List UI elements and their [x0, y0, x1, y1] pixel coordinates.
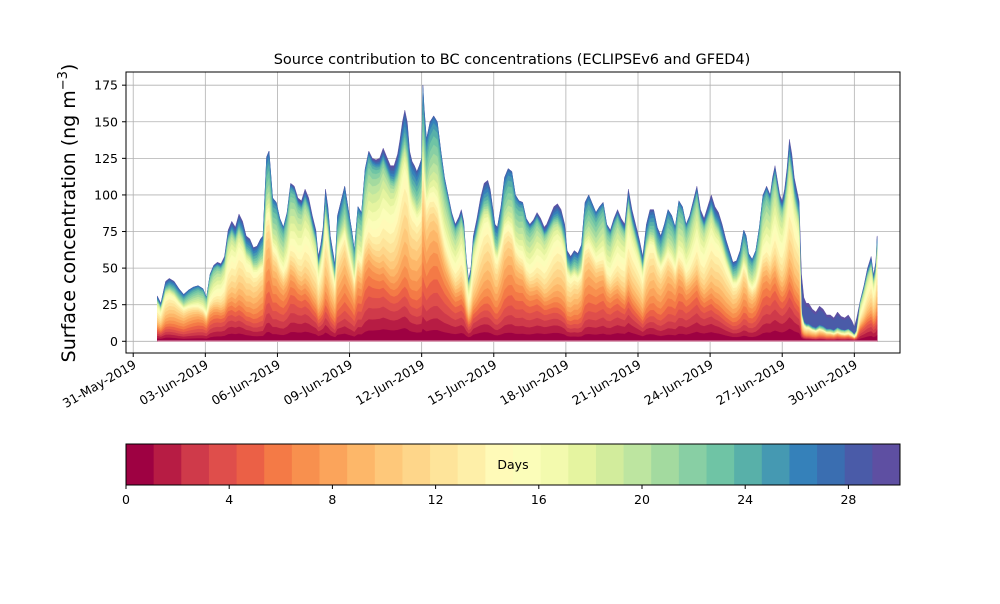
colorbar-swatch [872, 444, 901, 485]
colorbar-swatch [651, 444, 680, 485]
colorbar-swatch [402, 444, 431, 485]
colorbar-tick-label: 8 [328, 492, 336, 507]
colorbar-swatch [374, 444, 403, 485]
colorbar-tick-label: 16 [531, 492, 547, 507]
colorbar-swatch [457, 444, 486, 485]
x-tick-label: 06-Jun-2019 [209, 357, 283, 408]
colorbar-tick-label: 12 [428, 492, 444, 507]
colorbar-swatch [706, 444, 735, 485]
y-tick-label: 125 [94, 151, 118, 166]
colorbar-swatch [208, 444, 238, 485]
colorbar-swatch [319, 444, 348, 485]
colorbar-label: Days [497, 457, 528, 472]
x-tick-label: 12-Jun-2019 [353, 357, 427, 408]
colorbar-swatch [817, 444, 846, 485]
colorbar-frame [125, 443, 901, 486]
y-tick-label: 175 [94, 78, 118, 93]
colorbar-swatch [485, 444, 514, 485]
colorbar-swatch [540, 444, 569, 485]
x-tick-label: 03-Jun-2019 [137, 357, 211, 408]
plot-frame [125, 71, 901, 354]
colorbar-tick-label: 0 [122, 492, 130, 507]
y-tick-label: 75 [102, 224, 118, 239]
colorbar-swatch [291, 444, 320, 485]
x-tick-label: 18-Jun-2019 [497, 357, 571, 408]
colorbar: Days 0 4 8 12 16 20 24 28 [122, 443, 901, 507]
y-tick-label: 100 [94, 187, 118, 202]
y-axis-label: Surface concentration (ng m−3) [56, 64, 80, 363]
colorbar-tick-label: 4 [225, 492, 233, 507]
x-tick-label: 09-Jun-2019 [281, 357, 355, 408]
colorbar-swatch [264, 444, 293, 485]
x-tick-label: 31-May-2019 [60, 357, 139, 411]
y-axis-label-close: ) [58, 64, 80, 71]
colorbar-swatch [126, 444, 155, 485]
colorbar-swatch [789, 444, 818, 485]
x-tick-label: 15-Jun-2019 [425, 357, 499, 408]
colorbar-swatch [153, 444, 182, 485]
colorbar-swatch [678, 444, 707, 485]
colorbar-swatch [761, 444, 790, 485]
y-axis-label-exponent: −3 [56, 71, 71, 90]
area-layer-day-0 [157, 328, 878, 342]
colorbar-swatch [623, 444, 652, 485]
colorbar-swatch [347, 444, 376, 485]
y-tick-label: 25 [102, 297, 118, 312]
x-tick-label: 21-Jun-2019 [569, 357, 643, 408]
chart-title: Source contribution to BC concentrations… [274, 52, 751, 68]
colorbar-tick-label: 24 [737, 492, 753, 507]
colorbar-swatch [734, 444, 763, 485]
y-tick-label: 150 [94, 114, 118, 129]
x-tick-label: 24-Jun-2019 [641, 357, 715, 408]
x-tick-label: 27-Jun-2019 [714, 357, 788, 408]
area-layer [157, 85, 878, 343]
colorbar-swatch [430, 444, 459, 485]
colorbar-tick-label: 20 [634, 492, 650, 507]
colorbar-swatch [513, 444, 542, 485]
colorbar-swatch [236, 444, 265, 485]
x-tick-label: 30-Jun-2019 [786, 357, 860, 408]
y-axis-label-main: Surface concentration (ng m [58, 90, 80, 362]
colorbar-tick-label: 28 [840, 492, 856, 507]
y-tick-label: 50 [102, 261, 118, 276]
colorbar-swatch [181, 444, 210, 485]
colorbar-swatch [595, 444, 625, 485]
y-tick-label: 0 [110, 334, 118, 349]
colorbar-swatch [568, 444, 597, 485]
colorbar-swatch [844, 444, 873, 485]
